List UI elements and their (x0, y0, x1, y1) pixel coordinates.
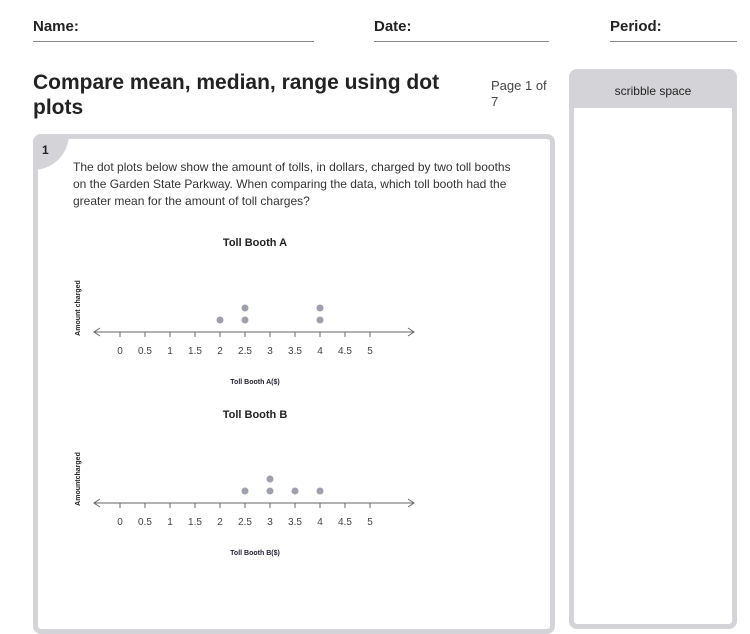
axis-arrow-left (93, 498, 101, 508)
y-axis-label: Amount charged (75, 280, 82, 336)
period-field[interactable]: Period: (610, 18, 737, 42)
tick-label: 1.5 (188, 517, 202, 528)
tick-label: 2 (217, 517, 223, 528)
tick-label: 3.5 (288, 346, 302, 357)
data-dot (316, 487, 324, 495)
data-dot (316, 316, 324, 324)
page-title: Compare mean, median, range using dot pl… (33, 71, 440, 119)
axis-arrow-right (407, 327, 415, 337)
tick-label: 1 (167, 346, 173, 357)
data-dot (266, 487, 274, 495)
data-dot (291, 487, 299, 495)
data-dot (316, 304, 324, 312)
y-axis-label: Amountcharged (75, 452, 82, 506)
dot-plots: Toll Booth A 0 0.5 1 1.5 2 2.5 3 3.5 4 4.5 5 Toll Bo… (75, 237, 415, 557)
tick-label: 4 (317, 517, 323, 528)
tick-label: 0.5 (138, 517, 152, 528)
page-indicator: Page 1 of 7 (491, 78, 547, 109)
tick-label: 2 (217, 346, 223, 357)
date-label: Date: (374, 18, 412, 35)
question-text: The dot plots below show the amount of t… (73, 160, 511, 208)
tick-label: 1.5 (188, 346, 202, 357)
tick-label: 4 (317, 346, 323, 357)
chart-title: Toll Booth A (223, 237, 287, 249)
tick-label: 4.5 (338, 346, 352, 357)
tick-label: 2.5 (238, 517, 252, 528)
tick-label: 4.5 (338, 517, 352, 528)
tick-label: 3.5 (288, 517, 302, 528)
chart-title: Toll Booth B (223, 409, 288, 421)
data-dot (266, 475, 274, 483)
tick-label: 1 (167, 517, 173, 528)
tick-label: 2.5 (238, 346, 252, 357)
period-label: Period: (610, 18, 662, 35)
x-axis-label: Toll Booth B($) (230, 550, 280, 557)
tick-label: 0.5 (138, 346, 152, 357)
name-label: Name: (33, 18, 79, 35)
x-axis-label: Toll Booth A($) (230, 379, 279, 386)
axis-arrow-left (93, 327, 101, 337)
data-dot (241, 316, 249, 324)
tick-label: 0 (117, 346, 123, 357)
axis-arrow-right (407, 498, 415, 508)
scribble-title: scribble space (574, 74, 732, 108)
tick-label: 5 (367, 517, 373, 528)
tick-label: 0 (117, 517, 123, 528)
tick-label: 5 (367, 346, 373, 357)
name-field[interactable]: Name: (33, 18, 314, 42)
date-field[interactable]: Date: (374, 18, 549, 42)
data-dot (241, 487, 249, 495)
tick-label: 3 (267, 346, 273, 357)
data-dot (241, 304, 249, 312)
data-dot (216, 316, 224, 324)
tick-label: 3 (267, 517, 273, 528)
